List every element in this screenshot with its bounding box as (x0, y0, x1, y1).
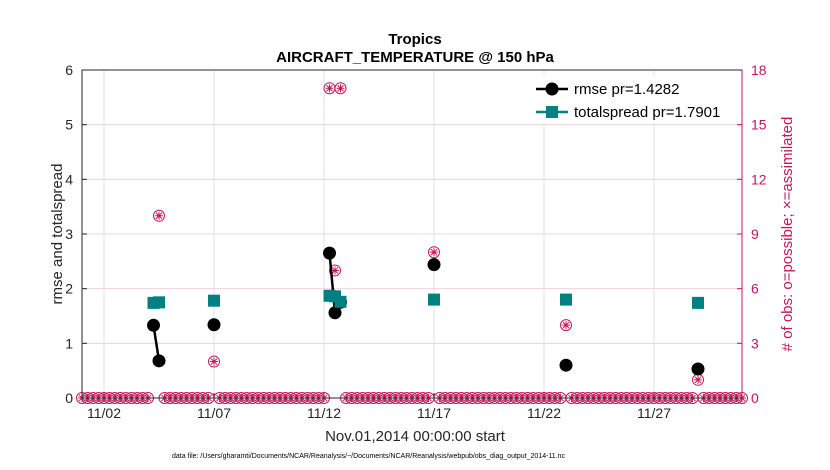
y-tick-label: 6 (65, 62, 73, 78)
y-tick-label: 0 (65, 390, 73, 406)
legend: rmse pr=1.4282 totalspread pr=1.7901 (527, 75, 735, 123)
obs-assimilated-marker (562, 321, 570, 330)
x-tick-label: 11/27 (637, 405, 671, 421)
y2-tick-label: 3 (751, 335, 759, 351)
obs-possible-marker (428, 246, 440, 259)
y2-tick-label: 15 (751, 117, 767, 133)
y2-axis-ticks: 0 3 6 9 12 15 18 (737, 62, 767, 406)
obs-assimilated-marker (430, 248, 438, 257)
legend-marker-totalspread (546, 106, 558, 118)
legend-box (527, 75, 735, 123)
obs-count-point (329, 264, 341, 277)
y2-tick-label: 9 (751, 226, 759, 242)
obs-assimilated-marker (336, 84, 345, 93)
y-tick-label: 5 (65, 117, 73, 133)
data-series (147, 246, 705, 376)
obs-count-point (428, 246, 440, 259)
data-point (147, 318, 160, 332)
data-point (428, 293, 440, 306)
data-point (208, 294, 220, 307)
y2-tick-label: 12 (751, 171, 767, 187)
y2-tick-label: 6 (751, 281, 759, 297)
x-axis-ticks: 11/02 11/07 11/12 11/17 11/22 11/27 (87, 393, 671, 421)
observation-count-series (76, 82, 748, 404)
data-point (207, 318, 221, 332)
obs-possible-marker (329, 264, 341, 277)
x-tick-label: 11/12 (307, 405, 341, 421)
obs-count-point (323, 82, 336, 95)
data-point (559, 358, 573, 372)
x-tick-label: 11/02 (87, 405, 121, 421)
obs-assimilated-marker (210, 357, 218, 366)
x-tick-label: 11/22 (527, 405, 561, 421)
x-tick-label: 11/17 (417, 405, 451, 421)
obs-assimilated-marker (155, 211, 163, 220)
y-tick-label: 2 (65, 281, 73, 297)
legend-label-totalspread: totalspread pr=1.7901 (574, 104, 720, 121)
obs-assimilated-marker (325, 84, 334, 93)
x-axis-label: Nov.01,2014 00:00:00 start (325, 428, 506, 445)
series-totalspread (147, 289, 704, 309)
obs-possible-marker (153, 209, 165, 222)
y-tick-label: 3 (65, 226, 73, 242)
data-point (692, 296, 704, 309)
legend-marker-rmse (545, 82, 559, 96)
data-point (152, 354, 166, 368)
y2-tick-label: 18 (751, 62, 767, 78)
obs-assimilated-marker (694, 375, 702, 384)
obs-count-point (334, 82, 347, 95)
y-tick-label: 4 (65, 171, 73, 187)
obs-count-point (560, 319, 572, 332)
x-tick-label: 11/07 (197, 405, 231, 421)
obs-assimilated-marker (331, 266, 339, 275)
y-axis-label: rmse and totalspread (49, 164, 66, 305)
footnote: data file: /Users/gharamti/Documents/NCA… (172, 453, 566, 460)
legend-label-rmse: rmse pr=1.4282 (574, 81, 679, 98)
obs-possible-marker (334, 82, 347, 95)
grid (82, 70, 742, 398)
data-point (691, 362, 705, 376)
obs-count-point (153, 209, 165, 222)
series-rmse (147, 246, 705, 376)
data-point (427, 258, 441, 272)
data-point (328, 306, 342, 320)
obs-count-point (208, 355, 220, 368)
y-axis-ticks: 0 1 2 3 4 5 6 (65, 62, 87, 406)
chart-title: Tropics (388, 31, 441, 48)
obs-possible-marker (560, 319, 572, 332)
y-tick-label: 1 (65, 335, 73, 351)
obs-possible-marker (208, 355, 220, 368)
data-point (560, 293, 572, 306)
y2-axis-label: # of obs: o=possible; ×=assimilated (779, 117, 796, 352)
data-point (153, 296, 165, 309)
chart-subtitle: AIRCRAFT_TEMPERATURE @ 150 hPa (276, 49, 554, 66)
data-point (334, 295, 347, 308)
y2-tick-label: 0 (751, 390, 759, 406)
obs-count-point (692, 373, 704, 386)
data-point (323, 246, 336, 260)
